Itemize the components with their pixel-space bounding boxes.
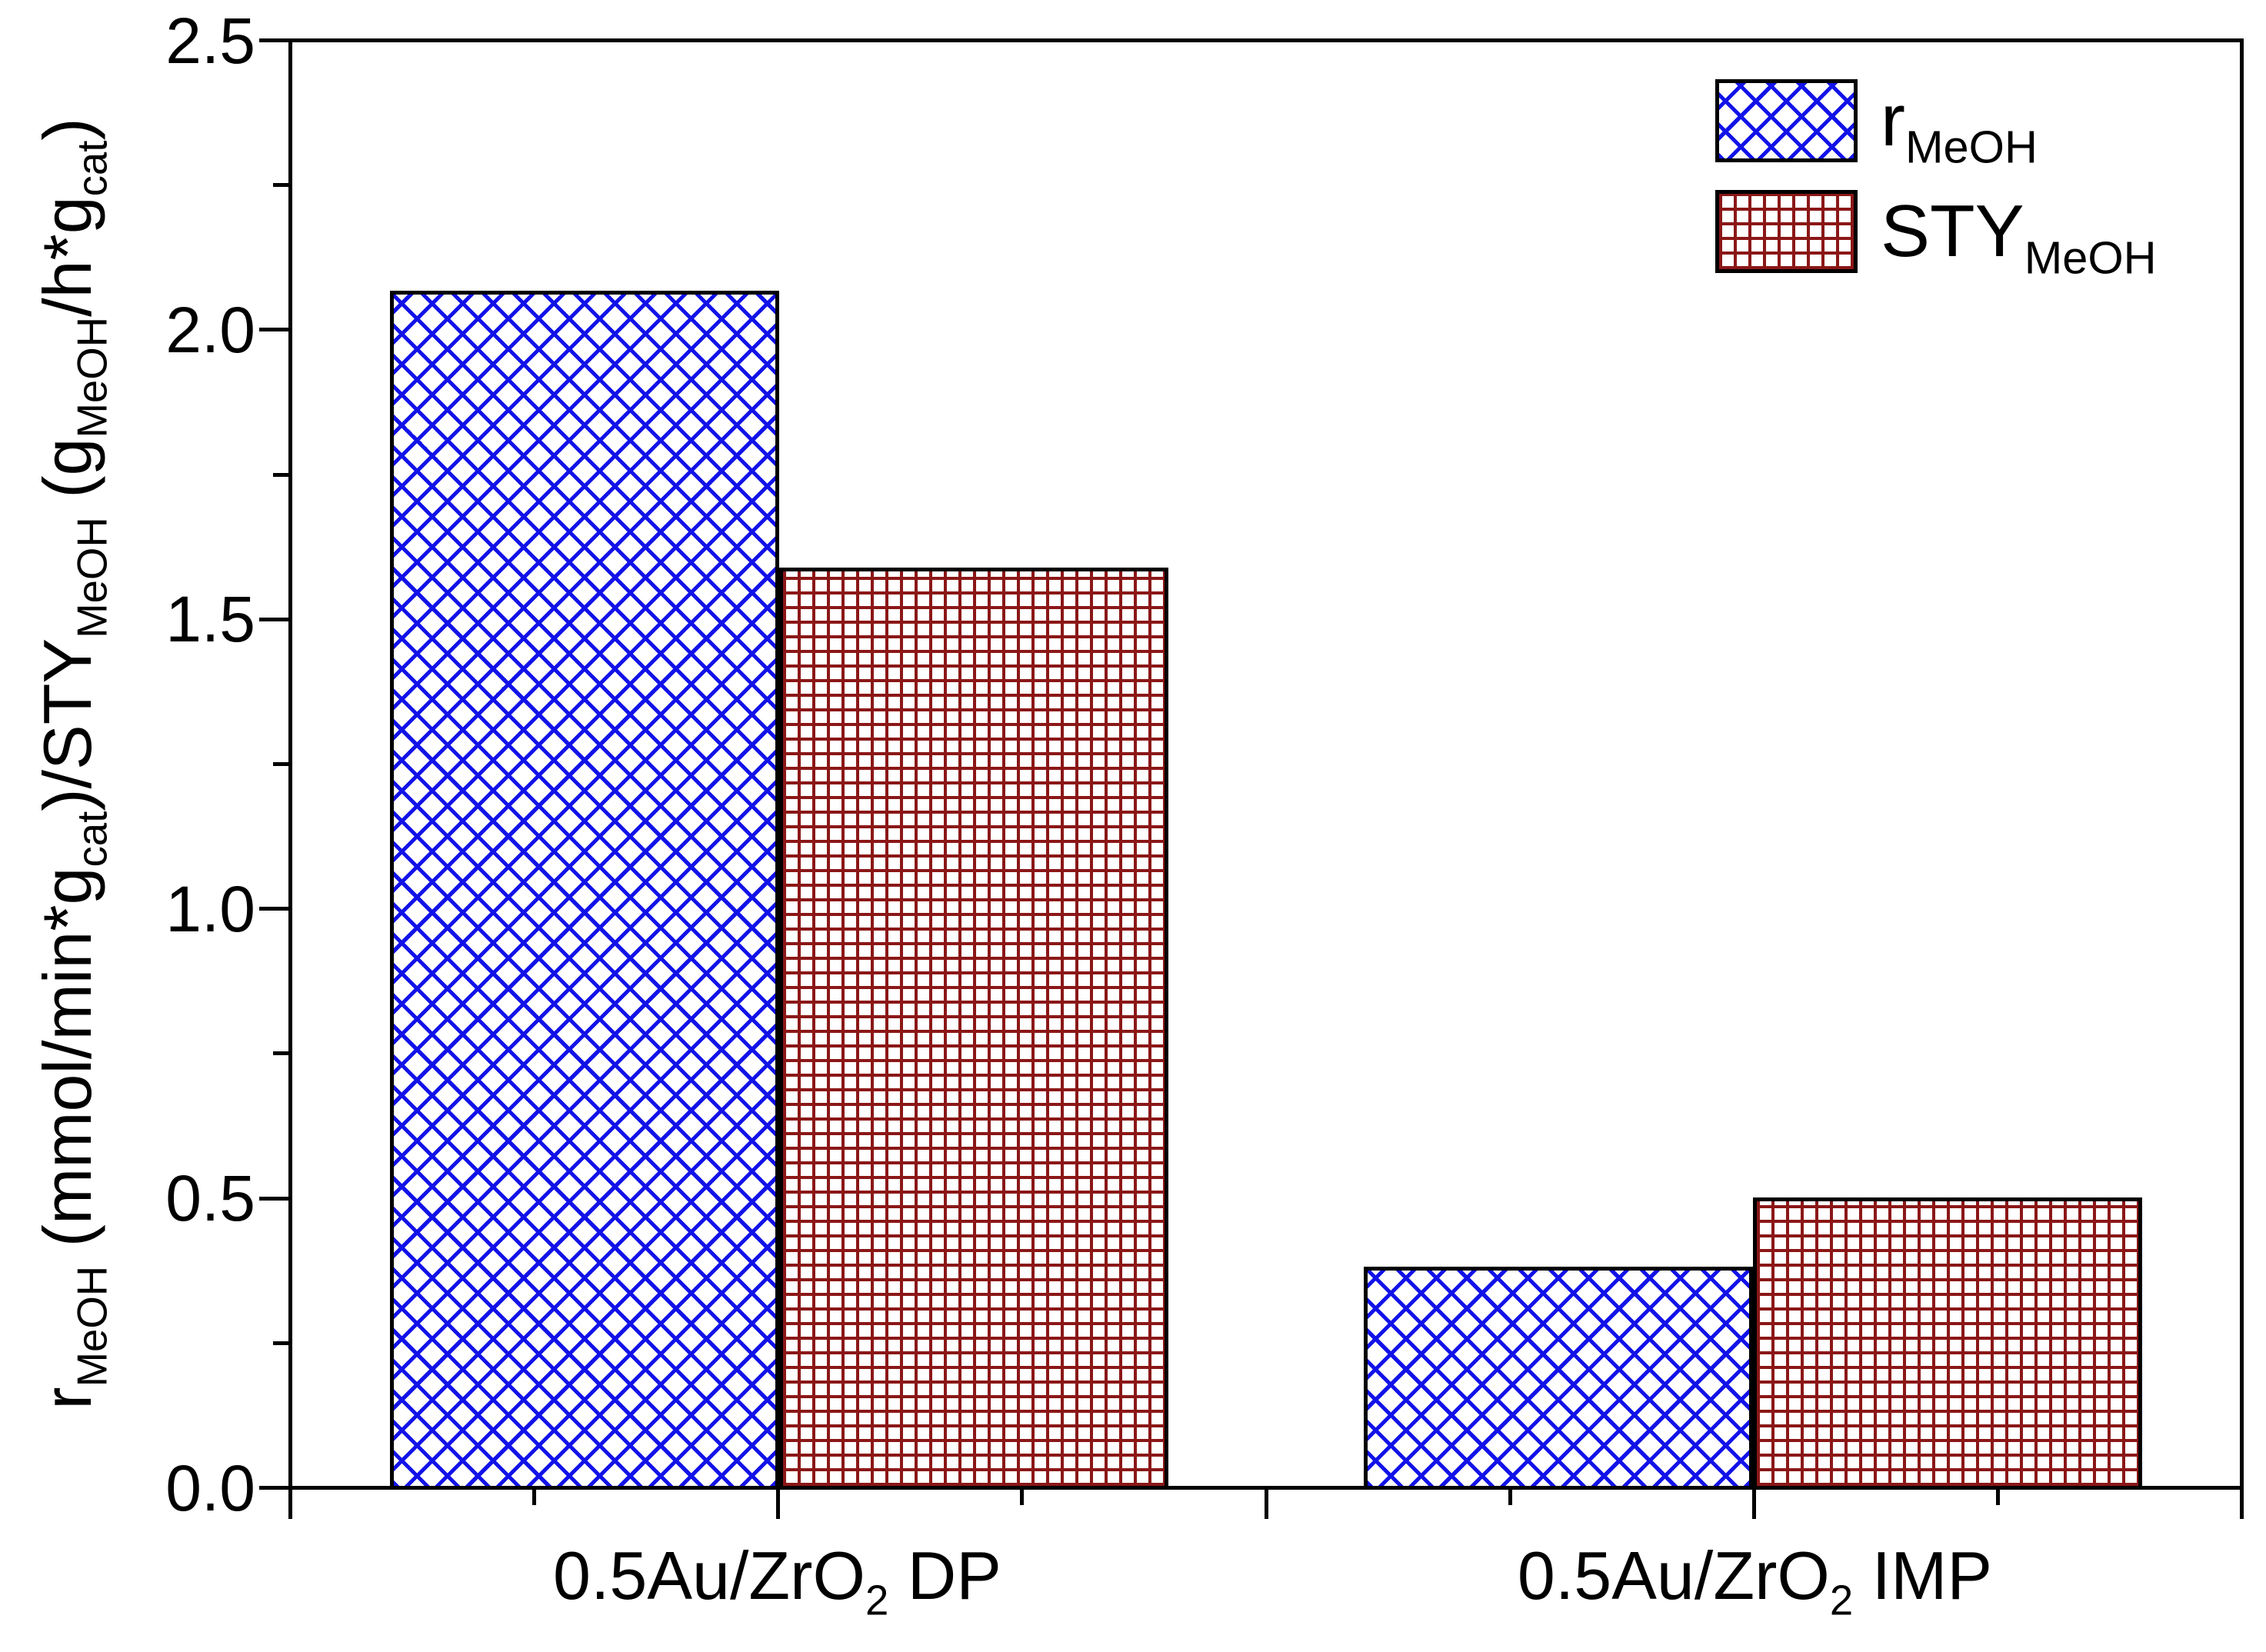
- legend-row: STYMeOH: [1715, 190, 2157, 281]
- y-tick-label: 2.5: [165, 4, 255, 77]
- y-tick-label: 2.0: [165, 293, 255, 366]
- y-major-tick: [259, 1196, 288, 1201]
- subscript: MeOH: [68, 1265, 116, 1387]
- plot-area: rMeOH STYMeOH: [288, 38, 2244, 1490]
- y-minor-tick: [273, 1051, 288, 1056]
- x-major-tick: [1751, 1490, 1756, 1519]
- y-major-tick: [259, 907, 288, 911]
- legend-row: rMeOH: [1715, 79, 2157, 170]
- legend: rMeOH STYMeOH: [1715, 79, 2157, 281]
- x-major-tick: [1264, 1490, 1268, 1519]
- legend-swatch-STYMeOH: [1715, 190, 1858, 273]
- y-major-tick: [259, 617, 288, 621]
- legend-label-rMeOH: rMeOH: [1881, 84, 2038, 170]
- subscript: MeOH: [68, 316, 116, 438]
- x-minor-tick: [1020, 1490, 1025, 1505]
- subscript: MeOH: [2024, 231, 2157, 284]
- text-segment: 0.5Au/ZrO: [1517, 1537, 1830, 1614]
- text-segment: 0.5Au/ZrO: [553, 1537, 865, 1614]
- x-category-label: 0.5Au/ZrO2 DP: [553, 1542, 1001, 1622]
- text-segment: (mmol/min*g: [29, 867, 105, 1266]
- bar-STYMeOH-group1: [779, 568, 1169, 1486]
- y-minor-tick: [273, 762, 288, 766]
- subscript: MeOH: [68, 517, 116, 638]
- y-major-tick: [259, 38, 288, 42]
- bar-rMeOH-group2: [1363, 1266, 1753, 1486]
- y-major-tick: [259, 328, 288, 332]
- subscript: MeOH: [1904, 121, 2038, 173]
- text-segment: IMP: [1853, 1537, 1993, 1614]
- text-segment: )/STY: [29, 638, 105, 811]
- text-segment: DP: [888, 1537, 1001, 1614]
- x-minor-tick: [1508, 1490, 1512, 1505]
- y-tick-label: 1.0: [165, 872, 255, 945]
- bar-rMeOH-group1: [389, 290, 779, 1486]
- y-minor-tick: [273, 183, 288, 188]
- legend-swatch-rMeOH: [1715, 79, 1858, 162]
- subscript: cat: [68, 140, 116, 197]
- x-major-tick: [776, 1490, 781, 1519]
- subscript: 2: [865, 1577, 889, 1624]
- subscript: cat: [68, 811, 116, 868]
- text-segment: /h*g: [29, 196, 105, 317]
- x-minor-tick: [1995, 1490, 2000, 1505]
- x-category-label: 0.5Au/ZrO2 IMP: [1518, 1542, 1992, 1622]
- text-segment: ): [29, 118, 105, 141]
- y-tick-label: 1.5: [165, 583, 255, 656]
- x-major-tick: [288, 1490, 292, 1519]
- bar-STYMeOH-group2: [1753, 1197, 2143, 1486]
- text-segment: STY: [1881, 190, 2024, 272]
- y-axis-title: rMeOH (mmol/min*gcat)/STYMeOH (gMeOH/h*g…: [29, 118, 116, 1409]
- y-tick-label: 0.5: [165, 1162, 255, 1235]
- subscript: 2: [1829, 1577, 1854, 1624]
- text-segment: r: [1881, 79, 1905, 162]
- text-segment: r: [29, 1387, 105, 1410]
- legend-label-STYMeOH: STYMeOH: [1881, 195, 2157, 281]
- x-minor-tick: [532, 1490, 537, 1505]
- y-major-tick: [259, 1486, 288, 1490]
- y-minor-tick: [273, 472, 288, 477]
- y-minor-tick: [273, 1341, 288, 1345]
- x-major-tick: [2240, 1490, 2244, 1519]
- text-segment: (g: [29, 438, 105, 518]
- y-tick-label: 0.0: [165, 1451, 255, 1524]
